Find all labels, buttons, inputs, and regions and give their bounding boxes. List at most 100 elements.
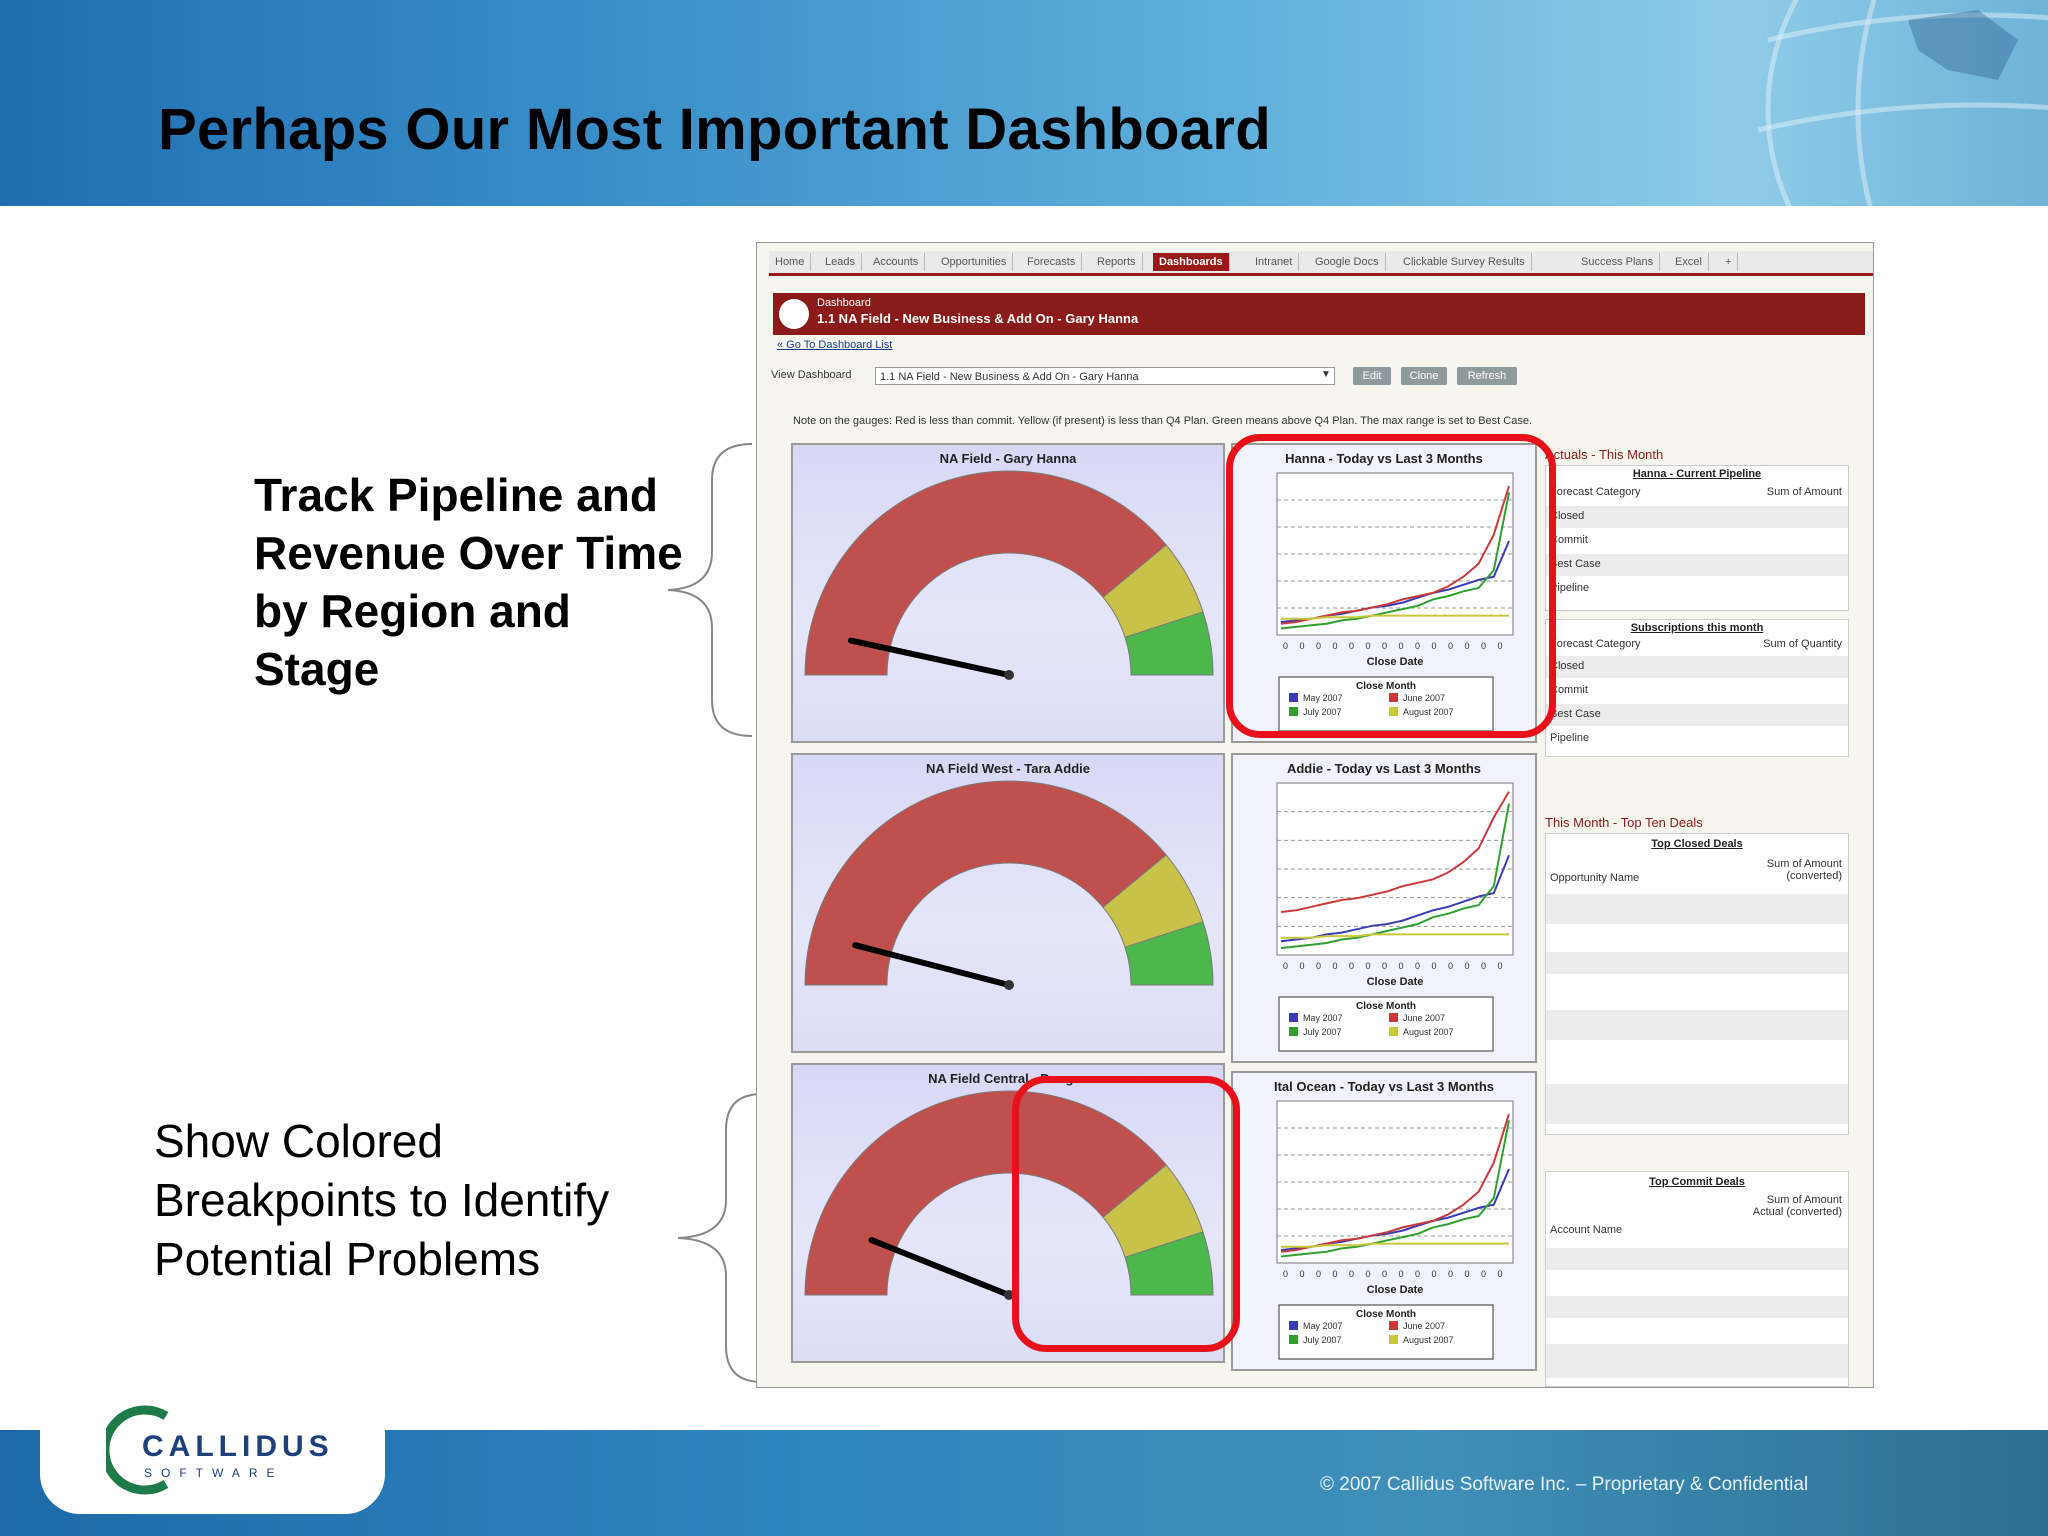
x-axis-label: Close Date (1367, 1284, 1424, 1296)
tick-label: 0 (1316, 1269, 1321, 1279)
legend-swatch (1389, 707, 1398, 716)
tick-label: 0 (1300, 961, 1305, 971)
tick-label: 0 (1465, 961, 1470, 971)
subscriptions-title: Subscriptions this month (1630, 622, 1764, 634)
tab-bar: Home Leads Accounts Opportunities Foreca… (769, 251, 1873, 276)
logo-subtext: SOFTWARE (144, 1466, 284, 1480)
gauge-band-green (1124, 1231, 1214, 1296)
actuals-heading: Actuals - This Month (1545, 447, 1664, 462)
brace-bottom (677, 1093, 763, 1383)
tab-opportunities[interactable]: Opportunities (935, 253, 1014, 271)
table-row (1546, 1344, 1848, 1378)
tab-reports[interactable]: Reports (1091, 253, 1143, 271)
go-to-dashboard-list-link[interactable]: « Go To Dashboard List (777, 339, 893, 351)
series-line (1280, 492, 1510, 630)
table-row (1546, 928, 1848, 950)
annotation-top-line: Revenue Over Time (254, 527, 683, 579)
tick-label: 0 (1481, 1269, 1486, 1279)
top-deals-heading: This Month - Top Ten Deals (1545, 815, 1703, 830)
gauge-chart (804, 470, 1214, 680)
tick-label: 0 (1481, 961, 1486, 971)
annotation-top-line: Stage (254, 643, 380, 695)
tick-label: 0 (1349, 641, 1354, 651)
table-row (1546, 1248, 1848, 1270)
gauge-note: Note on the gauges: Red is less than com… (793, 415, 1533, 427)
tab-forecasts[interactable]: Forecasts (1021, 253, 1083, 271)
tick-label: 0 (1349, 961, 1354, 971)
legend-label: July 2007 (1303, 1027, 1342, 1037)
tab-more[interactable]: + (1719, 253, 1739, 271)
gauge-band-red (804, 1090, 1167, 1296)
dashboard-title: 1.1 NA Field - New Business & Add On - G… (817, 311, 1139, 326)
gauge-chart (804, 1090, 1214, 1300)
refresh-button[interactable]: Refresh (1457, 367, 1517, 385)
tick-label: 0 (1481, 641, 1486, 651)
legend-swatch (1289, 1013, 1298, 1022)
line-chart-title: Addie - Today vs Last 3 Months (1286, 761, 1482, 776)
tick-label: 0 (1333, 641, 1338, 651)
tick-label: 0 (1448, 641, 1453, 651)
tick-label: 0 (1399, 1269, 1404, 1279)
legend-label: August 2007 (1403, 1027, 1454, 1037)
tick-label: 0 (1316, 961, 1321, 971)
table-row (1546, 1272, 1848, 1294)
tab-intranet[interactable]: Intranet (1249, 253, 1300, 271)
table-row: Closed (1546, 656, 1848, 678)
legend-swatch (1289, 707, 1298, 716)
row-label: Best Case (1550, 708, 1601, 720)
table-row (1546, 1296, 1848, 1318)
legend-label: June 2007 (1403, 1013, 1445, 1023)
tick-label: 0 (1366, 961, 1371, 971)
dashboard-icon (779, 299, 809, 329)
tab-leads[interactable]: Leads (819, 253, 862, 271)
edit-button[interactable]: Edit (1353, 367, 1391, 385)
pipeline-table: Hanna - Current Pipeline Forecast Catego… (1545, 465, 1849, 611)
tick-label: 0 (1300, 641, 1305, 651)
tab-home[interactable]: Home (769, 253, 812, 271)
annotation-bottom-line: Show Colored (154, 1115, 443, 1167)
tick-label: 0 (1300, 1269, 1305, 1279)
legend-title: Close Month (1356, 1001, 1416, 1012)
tab-success-plans[interactable]: Success Plans (1575, 253, 1661, 271)
tick-label: 0 (1448, 961, 1453, 971)
gauge-panel: NA Field West - Tara Addie (791, 753, 1225, 1053)
gauge-band-green (1124, 611, 1214, 676)
tab-excel[interactable]: Excel (1669, 253, 1709, 271)
view-dashboard-select[interactable]: 1.1 NA Field - New Business & Add On - G… (875, 367, 1335, 385)
table-row: Commit (1546, 530, 1848, 552)
row-label: Commit (1550, 534, 1588, 546)
annotation-bottom-line: Breakpoints to Identify (154, 1174, 610, 1226)
tab-accounts[interactable]: Accounts (867, 253, 926, 271)
commit-deals-table: Top Commit Deals Account Name Sum of Amo… (1545, 1171, 1849, 1387)
row-label: Pipeline (1550, 582, 1590, 594)
chevron-down-icon[interactable]: ▼ (1321, 369, 1331, 380)
brace-top (667, 443, 753, 737)
highlight-ring (1012, 1076, 1240, 1352)
tab-survey-results[interactable]: Clickable Survey Results (1397, 253, 1532, 271)
legend-box (1278, 1304, 1494, 1360)
gauge-band-red (804, 470, 1167, 676)
globe-graphic (1757, 0, 2048, 206)
slide-title: Perhaps Our Most Important Dashboard (158, 97, 1271, 162)
tick-label: 0 (1465, 641, 1470, 651)
column-header: Sum of Amount Actual (converted) (1752, 1194, 1842, 1218)
highlight-ring (1226, 434, 1556, 738)
row-label: Closed (1550, 510, 1585, 522)
tab-google-docs[interactable]: Google Docs (1309, 253, 1386, 271)
tab-dashboards[interactable]: Dashboards (1153, 253, 1230, 271)
legend-label: July 2007 (1303, 1335, 1342, 1345)
legend-title: Close Month (1356, 1309, 1416, 1320)
legend-swatch (1389, 693, 1398, 702)
commit-deals-title: Top Commit Deals (1649, 1176, 1745, 1188)
legend-label: May 2007 (1303, 1013, 1343, 1023)
tick-label: 0 (1333, 961, 1338, 971)
legend-label: May 2007 (1303, 1321, 1343, 1331)
legend-label: August 2007 (1403, 1335, 1454, 1345)
clone-button[interactable]: Clone (1401, 367, 1447, 385)
line-chart: 0 0 0 0 0 0 0 0 0 0 0 0 0 0 Close Date Close Month May 2… (1276, 782, 1514, 1052)
table-row: Pipeline (1546, 578, 1848, 600)
legend-label: June 2007 (1403, 693, 1445, 703)
